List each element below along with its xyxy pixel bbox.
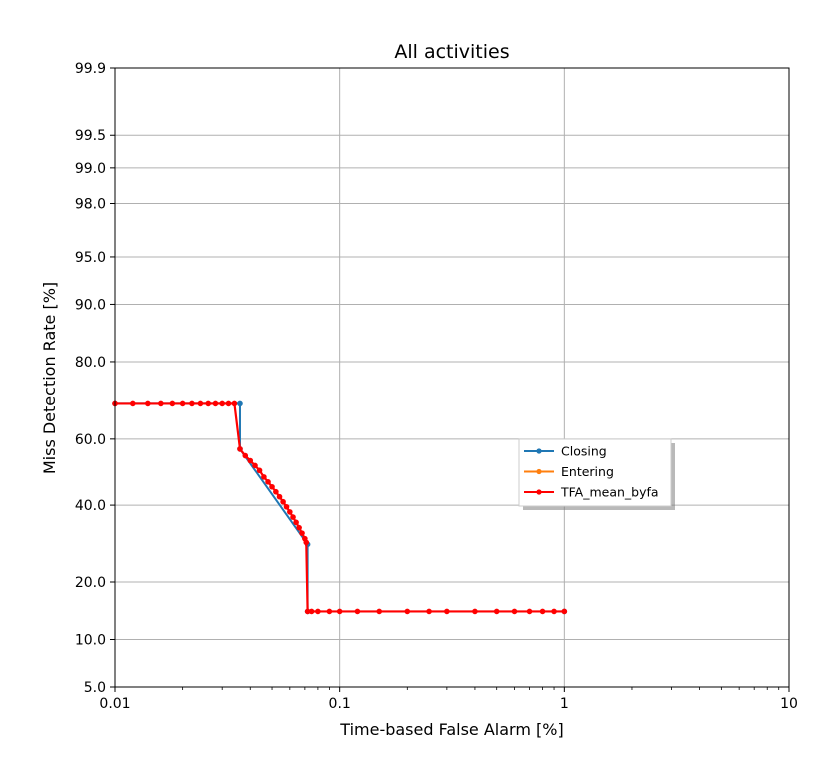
legend-entry-label: TFA_mean_byfa [560,485,659,500]
y-tick-label: 10.0 [75,633,106,649]
x-tick-label: 1 [560,696,569,712]
series-point [252,462,258,469]
y-tick-label: 80.0 [75,355,106,371]
legend-swatch-marker [536,468,542,475]
series-point [276,493,283,500]
series-point [158,400,164,407]
series-point [169,400,176,407]
series-point [526,608,533,615]
series-point [304,608,311,615]
series-point [561,608,568,615]
series-point [287,509,293,515]
y-axis-title: Miss Detection Rate [%] [40,282,59,474]
y-tick-label: 95.0 [75,250,106,266]
series-point [197,400,204,407]
series-point [376,608,383,615]
series-point [205,400,212,407]
series-point [265,479,271,485]
series-point [231,400,238,407]
series-point [280,498,286,505]
series-point [283,503,290,510]
series-point [551,608,557,615]
y-tick-label: 99.5 [75,128,106,144]
series-point [539,608,546,615]
x-tick-label: 10 [780,696,798,712]
series-point [493,608,500,615]
series-point [303,539,310,546]
series-point [426,608,432,615]
plot-area-frame [114,67,790,688]
series-point [326,608,333,615]
series-point [511,608,518,615]
series-layer [112,400,568,615]
series-point [296,524,302,531]
series-point [336,608,343,615]
chart-title: All activities [394,41,509,63]
x-tick-label: 0.01 [99,696,130,712]
series-point [242,452,249,459]
series-point [189,400,195,407]
series-point [256,467,263,474]
series-point [273,488,279,495]
series-point [212,400,219,407]
series-point [247,457,254,464]
tick-labels: 0.01 0.1 1 10 5.0 10.0 20.0 40.0 60.0 80.0 90.0 95.… [75,61,798,712]
series-point [129,400,136,407]
series-point [293,519,299,526]
series-point [472,608,478,615]
series-point [179,400,186,407]
series-point [145,400,151,407]
y-tick-label: 60.0 [75,432,106,448]
legend-entry-label: Entering [561,464,614,479]
y-tick-label: 99.0 [75,161,106,177]
series-point [261,474,267,480]
y-tick-label: 20.0 [75,575,106,591]
y-tick-label: 40.0 [75,498,106,514]
x-axis-title: Time-based False Alarm [%] [339,720,563,739]
series-point [299,530,305,536]
series-point [269,483,275,490]
series-point [219,400,225,407]
y-tick-label: 90.0 [75,297,106,313]
series-point [404,608,411,615]
series-2 [112,400,568,615]
legend-swatch-marker [536,489,542,495]
series-point [290,514,296,520]
legend: Closing Entering TFA_mean_byfa [518,438,675,510]
y-tick-label: 5.0 [84,680,106,696]
series-point [237,400,243,407]
x-tick-label: 0.1 [329,696,351,712]
legend-swatch-marker [536,448,542,454]
series-point [225,400,232,407]
series-point [444,608,450,615]
legend-entry-label: Closing [561,444,607,459]
y-tick-label: 99.9 [75,61,106,77]
series-point [308,608,315,615]
y-tick-label: 98.0 [75,196,106,212]
series-point [354,608,361,615]
series-point [315,608,321,615]
series-point [237,446,243,452]
